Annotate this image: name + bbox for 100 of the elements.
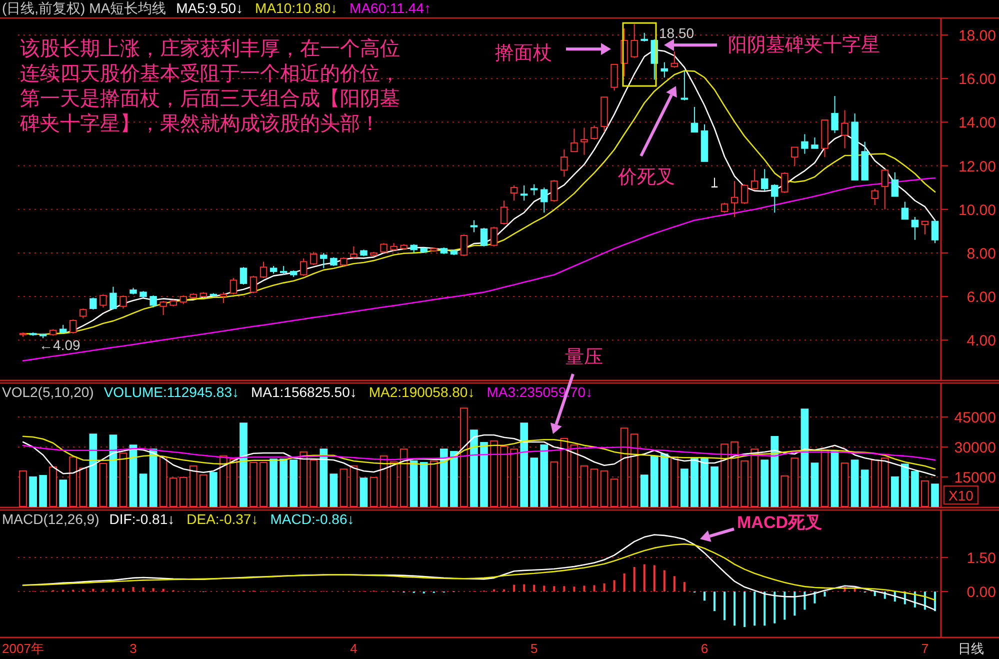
candlestick [781, 172, 788, 194]
candlestick [460, 234, 468, 257]
bar [640, 474, 648, 507]
text: MA1:156825.50↓ [251, 384, 357, 400]
annotation: 碑夹十字星】，果然就构成该股的头部！ [19, 111, 380, 135]
bar [633, 567, 636, 592]
bar [580, 465, 588, 507]
bar [800, 408, 809, 507]
bar [623, 573, 626, 592]
candlestick [120, 294, 127, 310]
y-tick-label: 10.00 [958, 202, 996, 219]
bar [754, 592, 756, 626]
bar [39, 475, 47, 507]
annotation: 价死叉 [617, 166, 675, 188]
chart-title: (日线,前复权) MA短长均线 [2, 0, 166, 16]
bar [330, 474, 338, 507]
candlestick [160, 300, 167, 316]
bar [169, 478, 178, 507]
candlestick [660, 62, 668, 78]
bar [901, 464, 909, 507]
bar [620, 428, 628, 507]
candlestick [610, 64, 618, 92]
bar [149, 448, 158, 507]
bar [49, 466, 57, 507]
bar [931, 484, 939, 507]
bar [670, 456, 678, 507]
bar [220, 455, 228, 507]
candlestick [220, 292, 228, 304]
candlestick [811, 136, 818, 149]
bar [530, 458, 538, 507]
bar [162, 588, 164, 592]
candlestick [480, 227, 488, 247]
candlestick [560, 148, 568, 178]
chart-title: MACD(12,26,9) [2, 511, 100, 527]
y-axis-title: X10 [948, 488, 974, 504]
bar [92, 588, 94, 592]
bar [210, 472, 218, 507]
bar [660, 454, 668, 507]
bar [673, 576, 676, 592]
bar [583, 586, 586, 592]
y-tick-label: 16.00 [958, 71, 996, 88]
candlestick [350, 246, 358, 259]
bar [714, 592, 716, 612]
candlestick [750, 168, 758, 190]
bar [122, 588, 124, 592]
candlestick [300, 258, 308, 276]
bar [510, 448, 518, 507]
bar [550, 461, 558, 507]
bar [460, 408, 468, 507]
candlestick [730, 180, 738, 218]
bar [270, 458, 278, 507]
candlestick [570, 128, 578, 152]
bar [784, 592, 786, 620]
y-tick-label: 4.00 [966, 332, 996, 350]
bar [139, 474, 148, 507]
bar [129, 444, 138, 507]
candlestick [310, 251, 318, 266]
candlestick [740, 184, 748, 204]
bar [573, 586, 576, 592]
bar [370, 477, 378, 507]
bar [89, 434, 98, 507]
bar [810, 462, 819, 507]
bar [69, 456, 78, 507]
candlestick [881, 168, 888, 210]
candlestick [510, 184, 518, 202]
y-tick-label: 18.00 [958, 28, 996, 44]
bar [630, 434, 638, 507]
bar [553, 586, 556, 592]
bar [470, 430, 478, 507]
candlestick [260, 261, 268, 279]
bar [603, 583, 606, 592]
bar [132, 587, 134, 592]
annotation: 量压 [565, 346, 603, 368]
candlestick [100, 294, 107, 308]
bar [890, 476, 899, 507]
annotation: 18.50 [659, 25, 694, 41]
candlestick [931, 220, 939, 244]
candlestick [670, 50, 678, 68]
bar [109, 434, 118, 507]
series-label: VOLUME:112945.83↓ [104, 384, 239, 400]
bar [683, 582, 686, 592]
bar [921, 480, 929, 507]
candlestick [580, 127, 588, 156]
bar [179, 477, 188, 507]
candlestick [901, 201, 909, 220]
bar [700, 458, 708, 507]
y-tick-label: 1.50 [966, 550, 996, 567]
bar [112, 588, 114, 592]
bar [440, 448, 448, 507]
bar [390, 461, 398, 507]
bar [740, 460, 748, 507]
text: DIF:-0.81↓ [109, 511, 175, 527]
bar [870, 460, 879, 507]
candlestick [470, 220, 478, 233]
candlestick [680, 70, 688, 101]
candlestick [380, 242, 388, 254]
text: MA5:9.50↓ [176, 0, 244, 16]
y-tick-label: 6.00 [966, 289, 996, 306]
y-tick-label: 8.00 [966, 245, 996, 262]
bar [600, 470, 608, 507]
